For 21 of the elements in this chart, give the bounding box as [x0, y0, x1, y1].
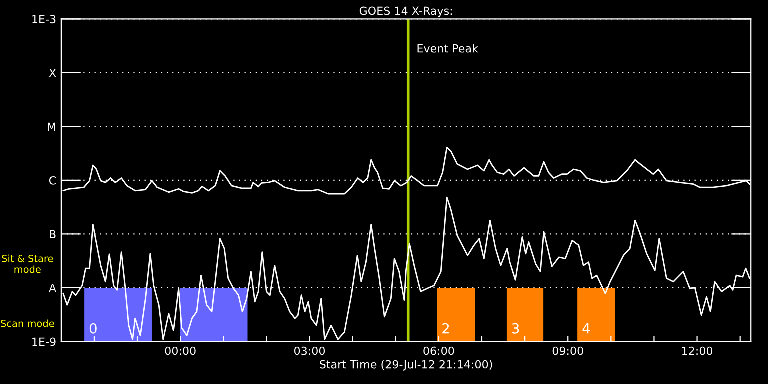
band-label: 2	[442, 323, 450, 334]
y-tick-label: 1E-3	[32, 15, 56, 24]
text: Scan mode	[1, 320, 54, 328]
y-tick-label: B	[50, 230, 56, 238]
y-tick-label: 1E-9	[32, 338, 56, 346]
x-tick-label: 06:00	[424, 346, 454, 356]
y-tick-label: A	[49, 284, 56, 292]
x-tick-label: 00:00	[165, 346, 196, 356]
x-tick-label: 12:00	[682, 346, 713, 356]
x-tick-label: 09:00	[552, 346, 584, 356]
band-label: 0	[90, 323, 97, 334]
x-axis-title: Start Time (29-Jul-12 21:14:00)	[320, 360, 492, 371]
y-tick-label: X	[49, 69, 56, 78]
x-tick-label: 03:00	[294, 346, 326, 356]
y-tick-label: C	[49, 176, 56, 185]
band-label: 4	[582, 324, 590, 334]
text: Sit & Stare mode	[2, 254, 54, 274]
band-label: 3	[512, 323, 520, 334]
chart-title: GOES 14 X-Rays:	[360, 6, 452, 18]
y-tick-label: M	[48, 122, 56, 131]
ref-line-label: Event Peak	[418, 44, 478, 53]
